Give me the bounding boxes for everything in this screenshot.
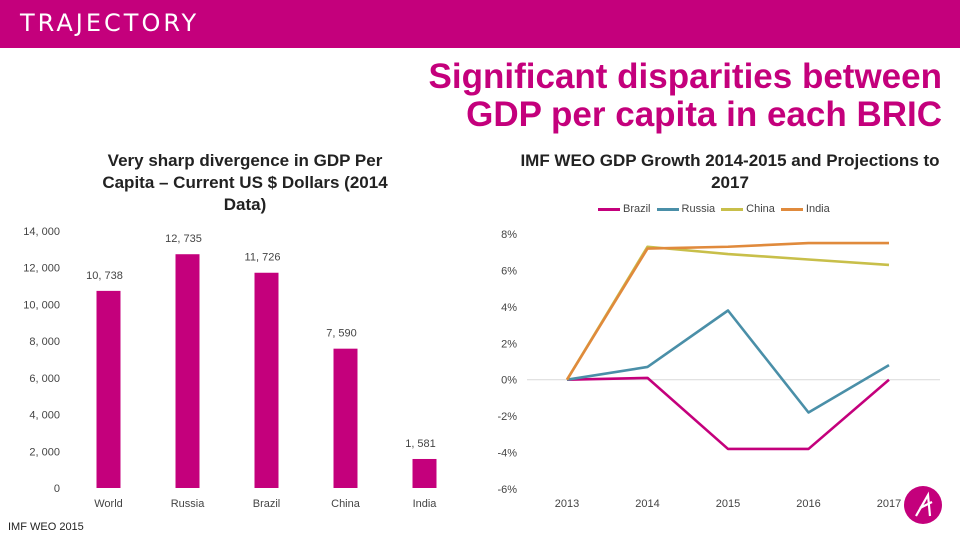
line-x-tick-label: 2017 bbox=[877, 498, 901, 510]
bar-russia bbox=[175, 254, 200, 488]
line-x-tick-label: 2016 bbox=[796, 498, 820, 510]
legend-label-india: India bbox=[805, 203, 830, 215]
bar-y-tick-label: 14, 000 bbox=[23, 226, 60, 238]
legend-swatch-brazil bbox=[598, 207, 620, 211]
source-note: IMF WEO 2015 bbox=[8, 521, 84, 533]
line-x-tick-label: 2015 bbox=[716, 498, 740, 510]
line-series-russia bbox=[566, 309, 890, 414]
bar-y-tick-label: 12, 000 bbox=[23, 263, 60, 275]
bar-x-tick-label: China bbox=[331, 498, 361, 510]
legend-swatch-india bbox=[780, 207, 803, 211]
legend-item-brazil: Brazil bbox=[598, 203, 651, 215]
legend-swatch-russia bbox=[656, 207, 679, 211]
bar-y-tick-label: 4, 000 bbox=[29, 410, 60, 422]
line-y-tick-label: 2% bbox=[501, 338, 517, 350]
bar-value-label: 1, 581 bbox=[405, 438, 436, 450]
line-y-tick-label: 0% bbox=[501, 375, 517, 387]
bar-x-tick-label: Russia bbox=[171, 498, 206, 510]
bar-y-tick-label: 8, 000 bbox=[29, 336, 60, 348]
legend-item-russia: Russia bbox=[656, 203, 716, 215]
brand-logo: TRAJECTORY bbox=[20, 9, 200, 37]
bar-value-label: 11, 726 bbox=[245, 252, 281, 264]
bar-x-tick-label: World bbox=[94, 498, 123, 510]
bar-y-tick-label: 0 bbox=[54, 483, 60, 495]
legend-label-china: China bbox=[746, 203, 775, 215]
line-chart-title: IMF WEO GDP Growth 2014-2015 and Project… bbox=[520, 151, 940, 192]
bar-y-tick-label: 2, 000 bbox=[29, 446, 60, 458]
bar-brazil bbox=[254, 272, 279, 488]
header-bar: TRAJECTORY bbox=[0, 0, 960, 48]
legend-swatch-china bbox=[721, 207, 744, 211]
bar-y-tick-label: 6, 000 bbox=[29, 373, 60, 385]
line-y-tick-label: 4% bbox=[501, 302, 517, 314]
line-series-china bbox=[565, 245, 890, 381]
legend-label-brazil: Brazil bbox=[623, 203, 651, 215]
bar-india bbox=[412, 458, 437, 488]
legend-label-russia: Russia bbox=[681, 203, 716, 215]
line-y-tick-label: -4% bbox=[497, 448, 517, 460]
line-y-tick-label: 8% bbox=[501, 229, 517, 241]
brand-mark-glyph bbox=[915, 491, 933, 517]
bar-value-label: 7, 590 bbox=[326, 328, 357, 340]
slide-title: Significant disparities between GDP per … bbox=[428, 57, 942, 134]
legend-item-india: India bbox=[780, 203, 830, 215]
bar-world bbox=[96, 290, 121, 488]
bar-x-tick-label: India bbox=[413, 498, 438, 510]
bar-china bbox=[333, 348, 358, 488]
line-series-brazil bbox=[566, 376, 890, 451]
line-y-tick-label: 6% bbox=[501, 265, 517, 277]
line-x-tick-label: 2014 bbox=[635, 498, 659, 510]
line-chart-legend: Brazil Russia China India bbox=[598, 203, 836, 215]
bar-chart-title: Very sharp divergence in GDP Per Capita … bbox=[102, 151, 388, 214]
line-y-tick-label: -2% bbox=[497, 411, 517, 423]
bar-value-label: 12, 735 bbox=[165, 233, 202, 245]
bar-y-tick-label: 10, 000 bbox=[23, 299, 60, 311]
legend-item-china: China bbox=[721, 203, 775, 215]
brand-mark-icon bbox=[904, 486, 942, 524]
bar-x-tick-label: Brazil bbox=[253, 498, 281, 510]
bar-value-label: 10, 738 bbox=[86, 270, 123, 282]
line-series-india bbox=[565, 241, 889, 381]
line-x-tick-label: 2013 bbox=[555, 498, 579, 510]
line-y-tick-label: -6% bbox=[497, 484, 517, 496]
